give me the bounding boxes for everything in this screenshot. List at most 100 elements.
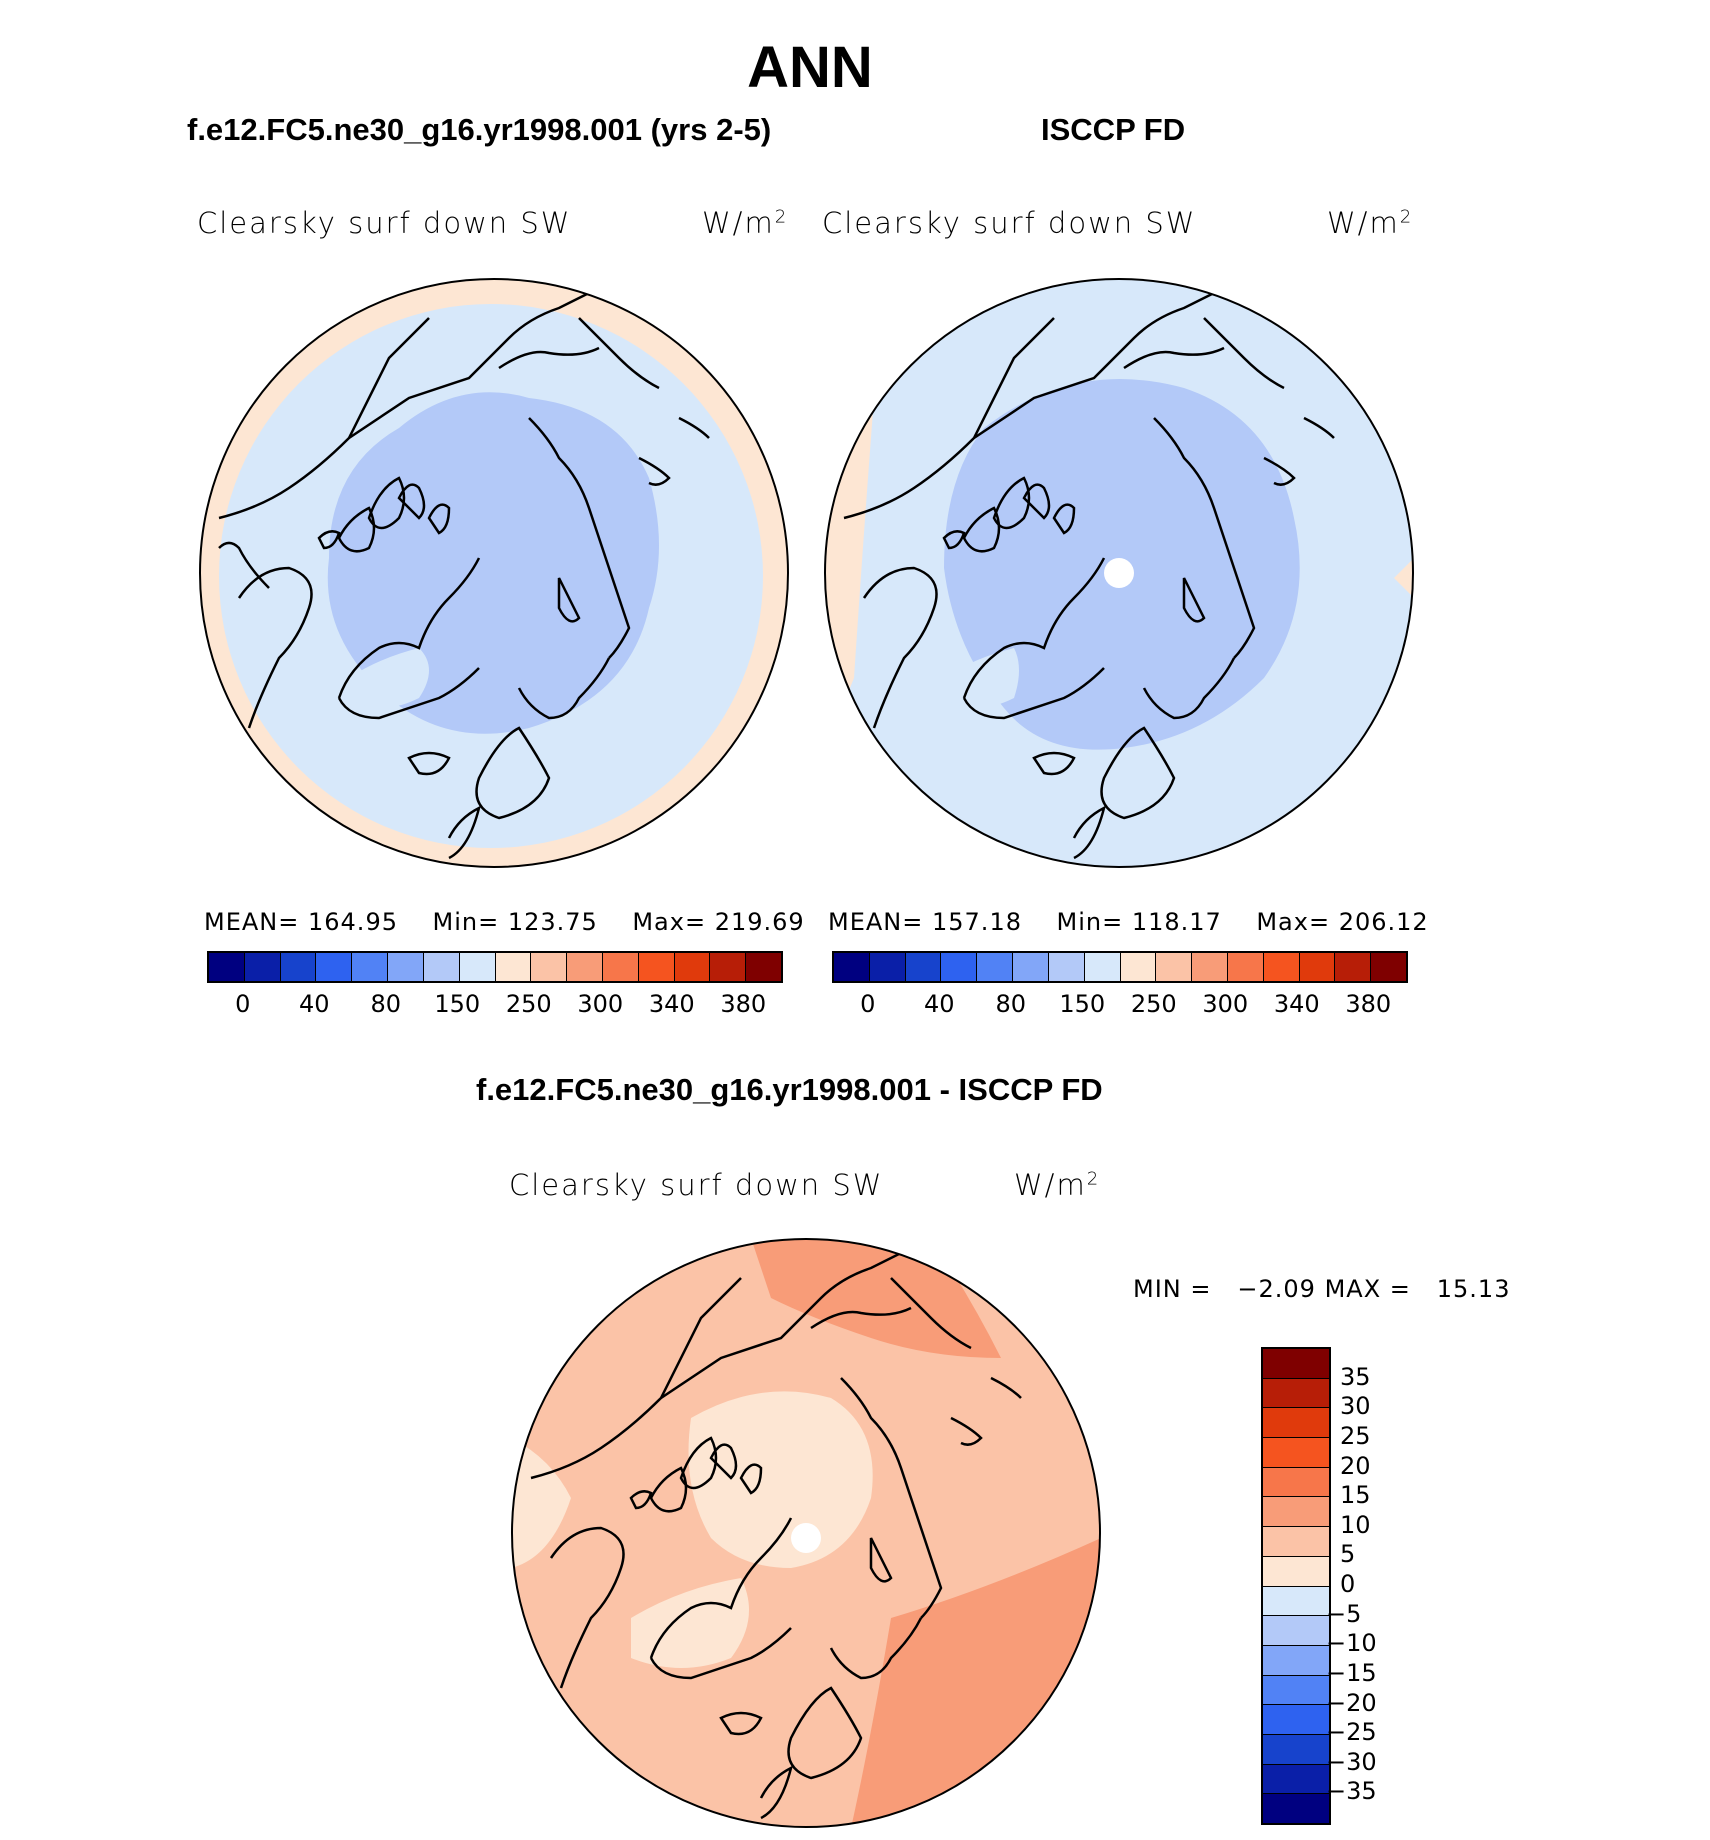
colorbar-swatch	[1227, 953, 1264, 981]
colorbar-swatch	[941, 953, 978, 981]
diff-minmax: MIN = −2.09 MAX = 15.13	[1133, 1275, 1511, 1303]
colorbar-swatch	[1263, 1556, 1329, 1587]
colorbar-swatch	[1084, 953, 1121, 981]
colorbar-tick-label: 380	[1345, 990, 1392, 1018]
colorbar-swatch	[352, 953, 389, 981]
peach-band-right	[1394, 558, 1413, 598]
panel-2-title: ISCCP FD	[1041, 112, 1186, 147]
colorbar-tick-label: 0	[860, 990, 876, 1018]
colorbar-swatch	[423, 953, 460, 981]
colorbar-tick-label: 340	[1273, 990, 1320, 1018]
colorbar-tick-label: 40	[923, 990, 955, 1018]
colorbar-tick-label: −35	[1326, 1777, 1377, 1806]
colorbar-swatch	[280, 953, 317, 981]
colorbar-swatch	[1299, 953, 1336, 981]
colorbar-tick-label: 15	[1340, 1481, 1371, 1510]
coastlines	[530, 1246, 1092, 1820]
colorbar-swatch	[1263, 1378, 1329, 1409]
colorbar-swatch	[1263, 1764, 1329, 1795]
colorbar-tick-label: −25	[1326, 1718, 1377, 1747]
colorbar-swatch	[1192, 953, 1228, 981]
colorbar-swatch	[495, 953, 532, 981]
colorbar-swatch	[1263, 1527, 1329, 1557]
colorbar-swatch	[746, 953, 781, 981]
colorbar-tick-label: 10	[1340, 1510, 1371, 1539]
panel-1-polar-map	[199, 278, 789, 868]
colorbar-swatch	[1263, 1705, 1329, 1735]
colorbar-swatch	[1263, 1734, 1329, 1765]
colorbar-swatch	[905, 953, 942, 981]
panel-2-polar-map	[824, 278, 1414, 868]
colorbar-swatch	[1335, 953, 1372, 981]
colorbar-tick-label: 0	[235, 990, 251, 1018]
colorbar-swatch	[388, 953, 424, 981]
colorbar-swatch	[567, 953, 603, 981]
colorbar-swatch	[1371, 953, 1406, 981]
colorbar-tick-label: 30	[1340, 1392, 1371, 1421]
colorbar-swatch	[1120, 953, 1157, 981]
panel-1-variable-label: Clearsky surf down SW	[197, 206, 572, 240]
colorbar-swatch	[1263, 1616, 1329, 1646]
diff-units: W/m2	[1014, 1168, 1101, 1202]
diff-polar-map	[511, 1238, 1101, 1828]
colorbar-tick-label: 35	[1340, 1362, 1371, 1391]
colorbar-tick-label: 150	[1059, 990, 1106, 1018]
panel-2-colorbar	[832, 951, 1408, 983]
colorbar-tick-label: −5	[1326, 1599, 1362, 1628]
colorbar-tick-label: 40	[298, 990, 330, 1018]
colorbar-tick-label: −10	[1326, 1629, 1377, 1658]
colorbar-tick-label: −15	[1326, 1658, 1377, 1687]
panel-1-stats: MEAN= 164.95 Min= 123.75 Max= 219.69	[204, 908, 805, 936]
colorbar-swatch	[674, 953, 711, 981]
colorbar-tick-label: 300	[577, 990, 624, 1018]
colorbar-swatch	[1263, 1467, 1329, 1498]
coastlines	[843, 286, 1405, 860]
colorbar-swatch	[710, 953, 747, 981]
panel-2-stats: MEAN= 157.18 Min= 118.17 Max= 206.12	[828, 908, 1429, 936]
diff-colorbar	[1261, 1347, 1331, 1825]
colorbar-swatch	[834, 953, 870, 981]
diff-panel-title: f.e12.FC5.ne30_g16.yr1998.001 - ISCCP FD	[476, 1072, 1103, 1107]
colorbar-tick-label: 0	[1340, 1570, 1356, 1598]
colorbar-swatch	[531, 953, 568, 981]
panel-1-colorbar	[207, 951, 783, 983]
diff-colorbar-ticks: 35 30 25 20 15 10 5 0 −5 −10 −15 −20 −25 −30 −35	[1326, 1347, 1440, 1821]
colorbar-swatch	[1263, 953, 1300, 981]
colorbar-swatch	[244, 953, 281, 981]
colorbar-swatch	[1263, 1497, 1329, 1528]
colorbar-swatch	[1156, 953, 1193, 981]
colorbar-swatch	[1263, 1408, 1329, 1439]
colorbar-tick-label: 5	[1340, 1540, 1356, 1569]
panel-2-units: W/m2	[1327, 206, 1414, 240]
colorbar-tick-label: −30	[1326, 1747, 1377, 1776]
colorbar-swatch	[869, 953, 906, 981]
colorbar-tick-label: 150	[434, 990, 481, 1018]
colorbar-swatch	[1013, 953, 1049, 981]
colorbar-swatch	[638, 953, 675, 981]
diff-variable-label: Clearsky surf down SW	[509, 1168, 884, 1202]
colorbar-swatch	[459, 953, 496, 981]
colorbar-tick-label: 340	[648, 990, 695, 1018]
colorbar-tick-label: 250	[1130, 990, 1177, 1018]
colorbar-swatch	[1263, 1645, 1329, 1676]
colorbar-swatch	[602, 953, 639, 981]
map-frame	[199, 278, 789, 868]
colorbar-swatch	[209, 953, 245, 981]
colorbar-swatch	[1048, 953, 1085, 981]
figure-title: ANN	[747, 35, 873, 100]
colorbar-tick-label: 20	[1340, 1451, 1371, 1480]
map-frame	[824, 278, 1414, 868]
panel-2-variable-label: Clearsky surf down SW	[822, 206, 1197, 240]
colorbar-swatch	[977, 953, 1014, 981]
panel-1-title: f.e12.FC5.ne30_g16.yr1998.001 (yrs 2-5)	[187, 112, 772, 147]
colorbar-swatch	[1263, 1349, 1329, 1379]
panel-1-units: W/m2	[702, 206, 789, 240]
colorbar-swatch	[1263, 1794, 1329, 1823]
colorbar-tick-label: 25	[1340, 1421, 1371, 1450]
colorbar-swatch	[1263, 1675, 1329, 1706]
coastlines	[218, 286, 780, 860]
colorbar-tick-label: 250	[505, 990, 552, 1018]
colorbar-tick-label: 80	[995, 990, 1027, 1018]
colorbar-swatch	[316, 953, 353, 981]
colorbar-tick-label: 300	[1202, 990, 1249, 1018]
